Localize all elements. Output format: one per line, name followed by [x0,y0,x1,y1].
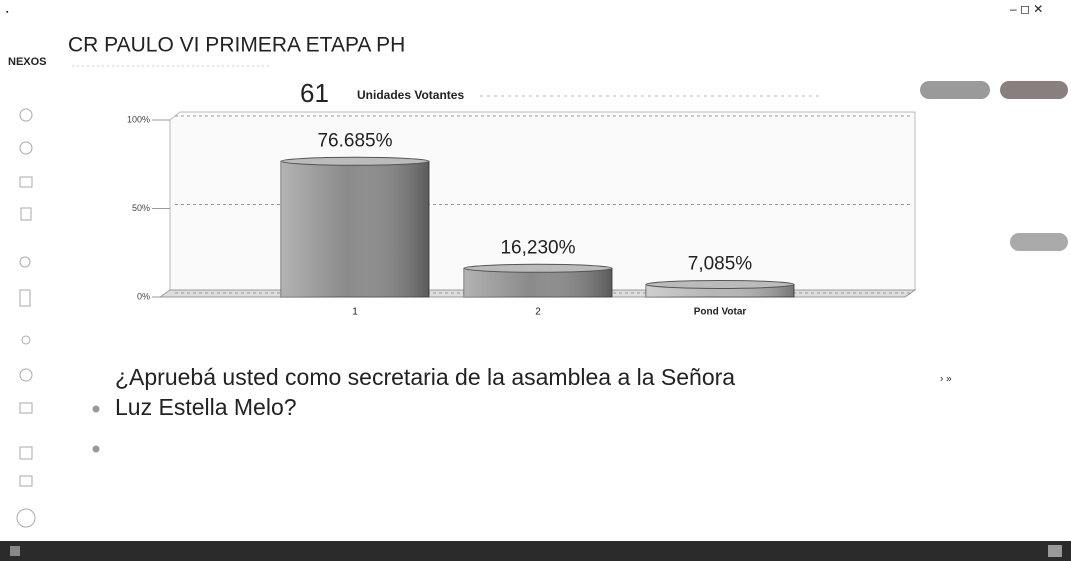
menu-icon[interactable] [19,108,33,122]
menu-icon[interactable] [20,207,32,221]
sidebar [16,108,36,528]
menu-icon[interactable] [19,446,33,460]
question: Luz Estella Melo? [115,394,297,420]
voters-label: Unidades Votantes [357,88,464,102]
bar-top [645,279,795,289]
bar-shade [281,161,429,297]
window-controls[interactable]: – ◻ ✕ [1010,2,1043,16]
menu-icon[interactable] [16,508,36,528]
voters-count: 61 [300,78,329,108]
start-button[interactable] [10,546,20,556]
bullet [92,445,100,453]
bar-top [463,263,613,273]
menu-icon[interactable] [19,475,33,487]
x-tick-label: Pond Votar [694,307,747,318]
logo: NEXOS [8,56,47,68]
y-tick-label: 100% [127,114,150,124]
page-title: CR PAULO VI PRIMERA ETAPA PH [68,34,405,57]
question: ¿Apruebá usted como secretaria de la asa… [115,364,735,390]
menu-icon[interactable] [21,335,31,345]
button[interactable] [1000,81,1068,99]
window-caption: ▪ [6,9,9,16]
notification[interactable] [1048,545,1062,557]
bar-top [280,156,430,166]
menu-icon[interactable] [19,141,33,155]
menu-icon[interactable] [19,402,33,414]
y-tick-label: 0% [137,291,150,301]
menu-icon[interactable] [19,368,33,382]
x-tick-label: 2 [535,307,541,318]
nav-next[interactable]: › » [940,374,952,385]
bar-shade [464,268,612,297]
menu-icon[interactable] [19,176,33,188]
taskbar [0,541,1071,561]
y-tick-label: 50% [132,203,150,213]
button[interactable] [920,81,990,99]
value-label: 7,085% [688,253,753,274]
menu-icon[interactable] [19,289,31,307]
button[interactable] [1010,233,1068,251]
x-tick-label: 1 [352,307,358,318]
value-label: 16,230% [500,237,575,258]
menu-icon[interactable] [19,256,31,268]
bullet [92,405,100,413]
value-label: 76.685% [317,130,392,151]
